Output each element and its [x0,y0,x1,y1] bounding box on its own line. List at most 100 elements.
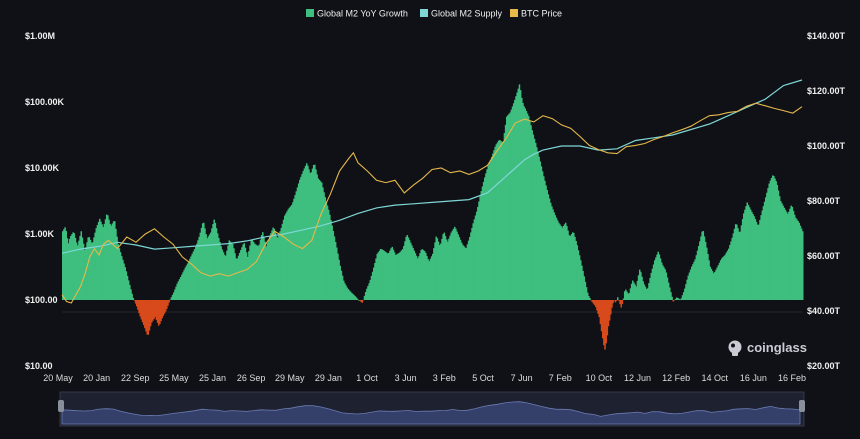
growth-bar [133,300,136,301]
legend-label: Global M2 Supply [431,9,503,19]
growth-bar [615,300,618,301]
range-navigator[interactable] [58,391,805,427]
growth-bar [404,241,406,300]
growth-bar [488,162,491,300]
growth-bar [492,153,494,300]
growth-bar [761,210,764,300]
growth-bar [562,225,565,300]
growth-bar [533,138,536,300]
growth-bar [560,225,562,300]
growth-bar [723,255,725,300]
legend-label: Global M2 YoY Growth [317,9,408,19]
growth-bar [430,256,433,300]
legend-swatch [306,9,314,17]
growth-bar [68,238,71,300]
growth-bar [168,300,170,303]
growth-bar [389,250,391,300]
growth-bar [315,169,317,300]
growth-bar [405,236,407,300]
growth-bar [333,236,336,300]
growth-bar [145,300,147,332]
growth-bar [689,269,692,300]
growth-bar [684,288,686,300]
legend-item-btc-price[interactable]: BTC Price [510,9,562,19]
legend[interactable]: Global M2 YoY Growth Global M2 Supply BTC … [306,9,562,19]
growth-bar [440,243,442,300]
growth-bar [336,247,338,300]
growth-bar [87,237,89,300]
growth-bar [142,300,145,326]
growth-bar [164,300,167,312]
growth-bar [597,300,599,314]
growth-bar [162,300,165,316]
growth-bar [149,300,152,327]
growth-bar [263,236,265,300]
growth-bar [169,299,172,301]
navigator-left-handle[interactable] [58,400,64,412]
watermark: coinglass [728,340,807,356]
growth-bar [495,144,498,300]
growth-bar [590,300,592,301]
growth-bar [574,236,576,300]
growth-bar [107,215,109,300]
growth-bar [292,202,294,300]
growth-bar [303,168,306,300]
growth-bar [460,242,463,300]
growth-bar [448,238,450,300]
growth-bar [634,284,636,300]
growth-bar [464,247,466,300]
growth-bar [108,219,110,300]
growth-bar [250,239,252,300]
growth-bar [219,242,221,300]
growth-bar [506,116,508,300]
growth-bar [317,178,320,300]
growth-bar [199,232,202,300]
growth-bar [272,227,274,300]
growth-bar [512,103,515,300]
navigator-right-handle[interactable] [799,400,805,412]
growth-bar [122,259,124,300]
growth-bar [578,255,581,300]
growth-bar [708,260,710,300]
growth-bar [316,174,318,300]
legend-item-global-m2-supply[interactable]: Global M2 Supply [420,9,503,19]
growth-bar [458,237,461,300]
growth-bar [437,241,440,300]
legend-item-global-m2-yoy-growth[interactable]: Global M2 YoY Growth [306,9,408,19]
growth-bar [792,210,795,300]
growth-bar [445,239,448,300]
growth-bar [536,147,538,300]
growth-bar [695,255,698,300]
growth-bar [72,232,74,300]
growth-bar [211,228,213,300]
growth-bar [707,253,709,300]
growth-bar [541,171,544,300]
growth-bar [626,291,628,300]
growth-bar [554,215,557,300]
growth-bar [140,300,143,320]
growth-bar [388,252,390,300]
growth-bar [608,300,611,321]
growth-bar [231,243,234,300]
growth-bar [361,300,363,303]
growth-bar [765,197,767,300]
growth-bar [188,261,190,300]
growth-bar [438,244,441,300]
growth-bar [342,280,345,300]
growth-bar [307,165,309,300]
coinglass-logo-icon [728,340,742,356]
growth-bar [651,268,654,300]
growth-bar [151,300,153,323]
growth-bar [756,224,759,300]
growth-bar [561,227,564,300]
growth-bar [628,292,631,300]
growth-bar [234,253,236,300]
y-right-tick-label: $80.00T [807,196,841,206]
growth-bar [734,224,737,300]
series-line-global-m2-supply [61,79,803,254]
growth-bar [96,225,99,300]
growth-bar [322,187,324,300]
growth-bar [393,252,396,300]
growth-bar [74,237,77,300]
navigator-preview [61,401,801,425]
